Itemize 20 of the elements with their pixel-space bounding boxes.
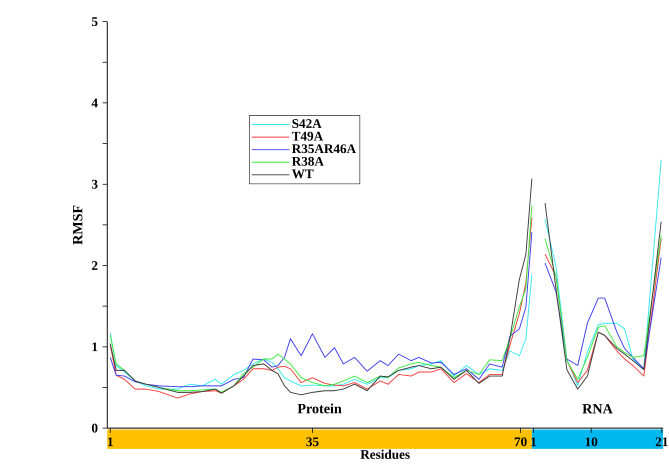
legend-label: WT <box>292 170 314 179</box>
annotation: RNA <box>582 404 613 414</box>
y-tick-label: 5 <box>92 17 98 26</box>
legend-label: S42A <box>292 119 322 128</box>
legend-label: R38A <box>292 157 324 166</box>
annotation: Protein <box>298 404 342 414</box>
line-series <box>110 274 532 390</box>
y-tick-label: 4 <box>92 98 98 108</box>
x-tick-label: 70 <box>514 438 527 446</box>
y-tick-label: 1 <box>92 342 98 352</box>
x-tick-label: 35 <box>306 438 319 446</box>
y-tick-label: 0 <box>92 424 98 433</box>
y-tick-label: 3 <box>92 180 98 189</box>
x-tick-label: 10 <box>586 438 598 446</box>
x-axis-title: Residues <box>360 450 410 460</box>
legend-label: T49A <box>292 132 324 141</box>
y-axis-title: RMSF <box>72 206 82 245</box>
legend-label: R35AR46A <box>292 144 356 154</box>
x-tick-label: 1 <box>108 438 113 446</box>
y-tick-label: 2 <box>92 261 98 270</box>
